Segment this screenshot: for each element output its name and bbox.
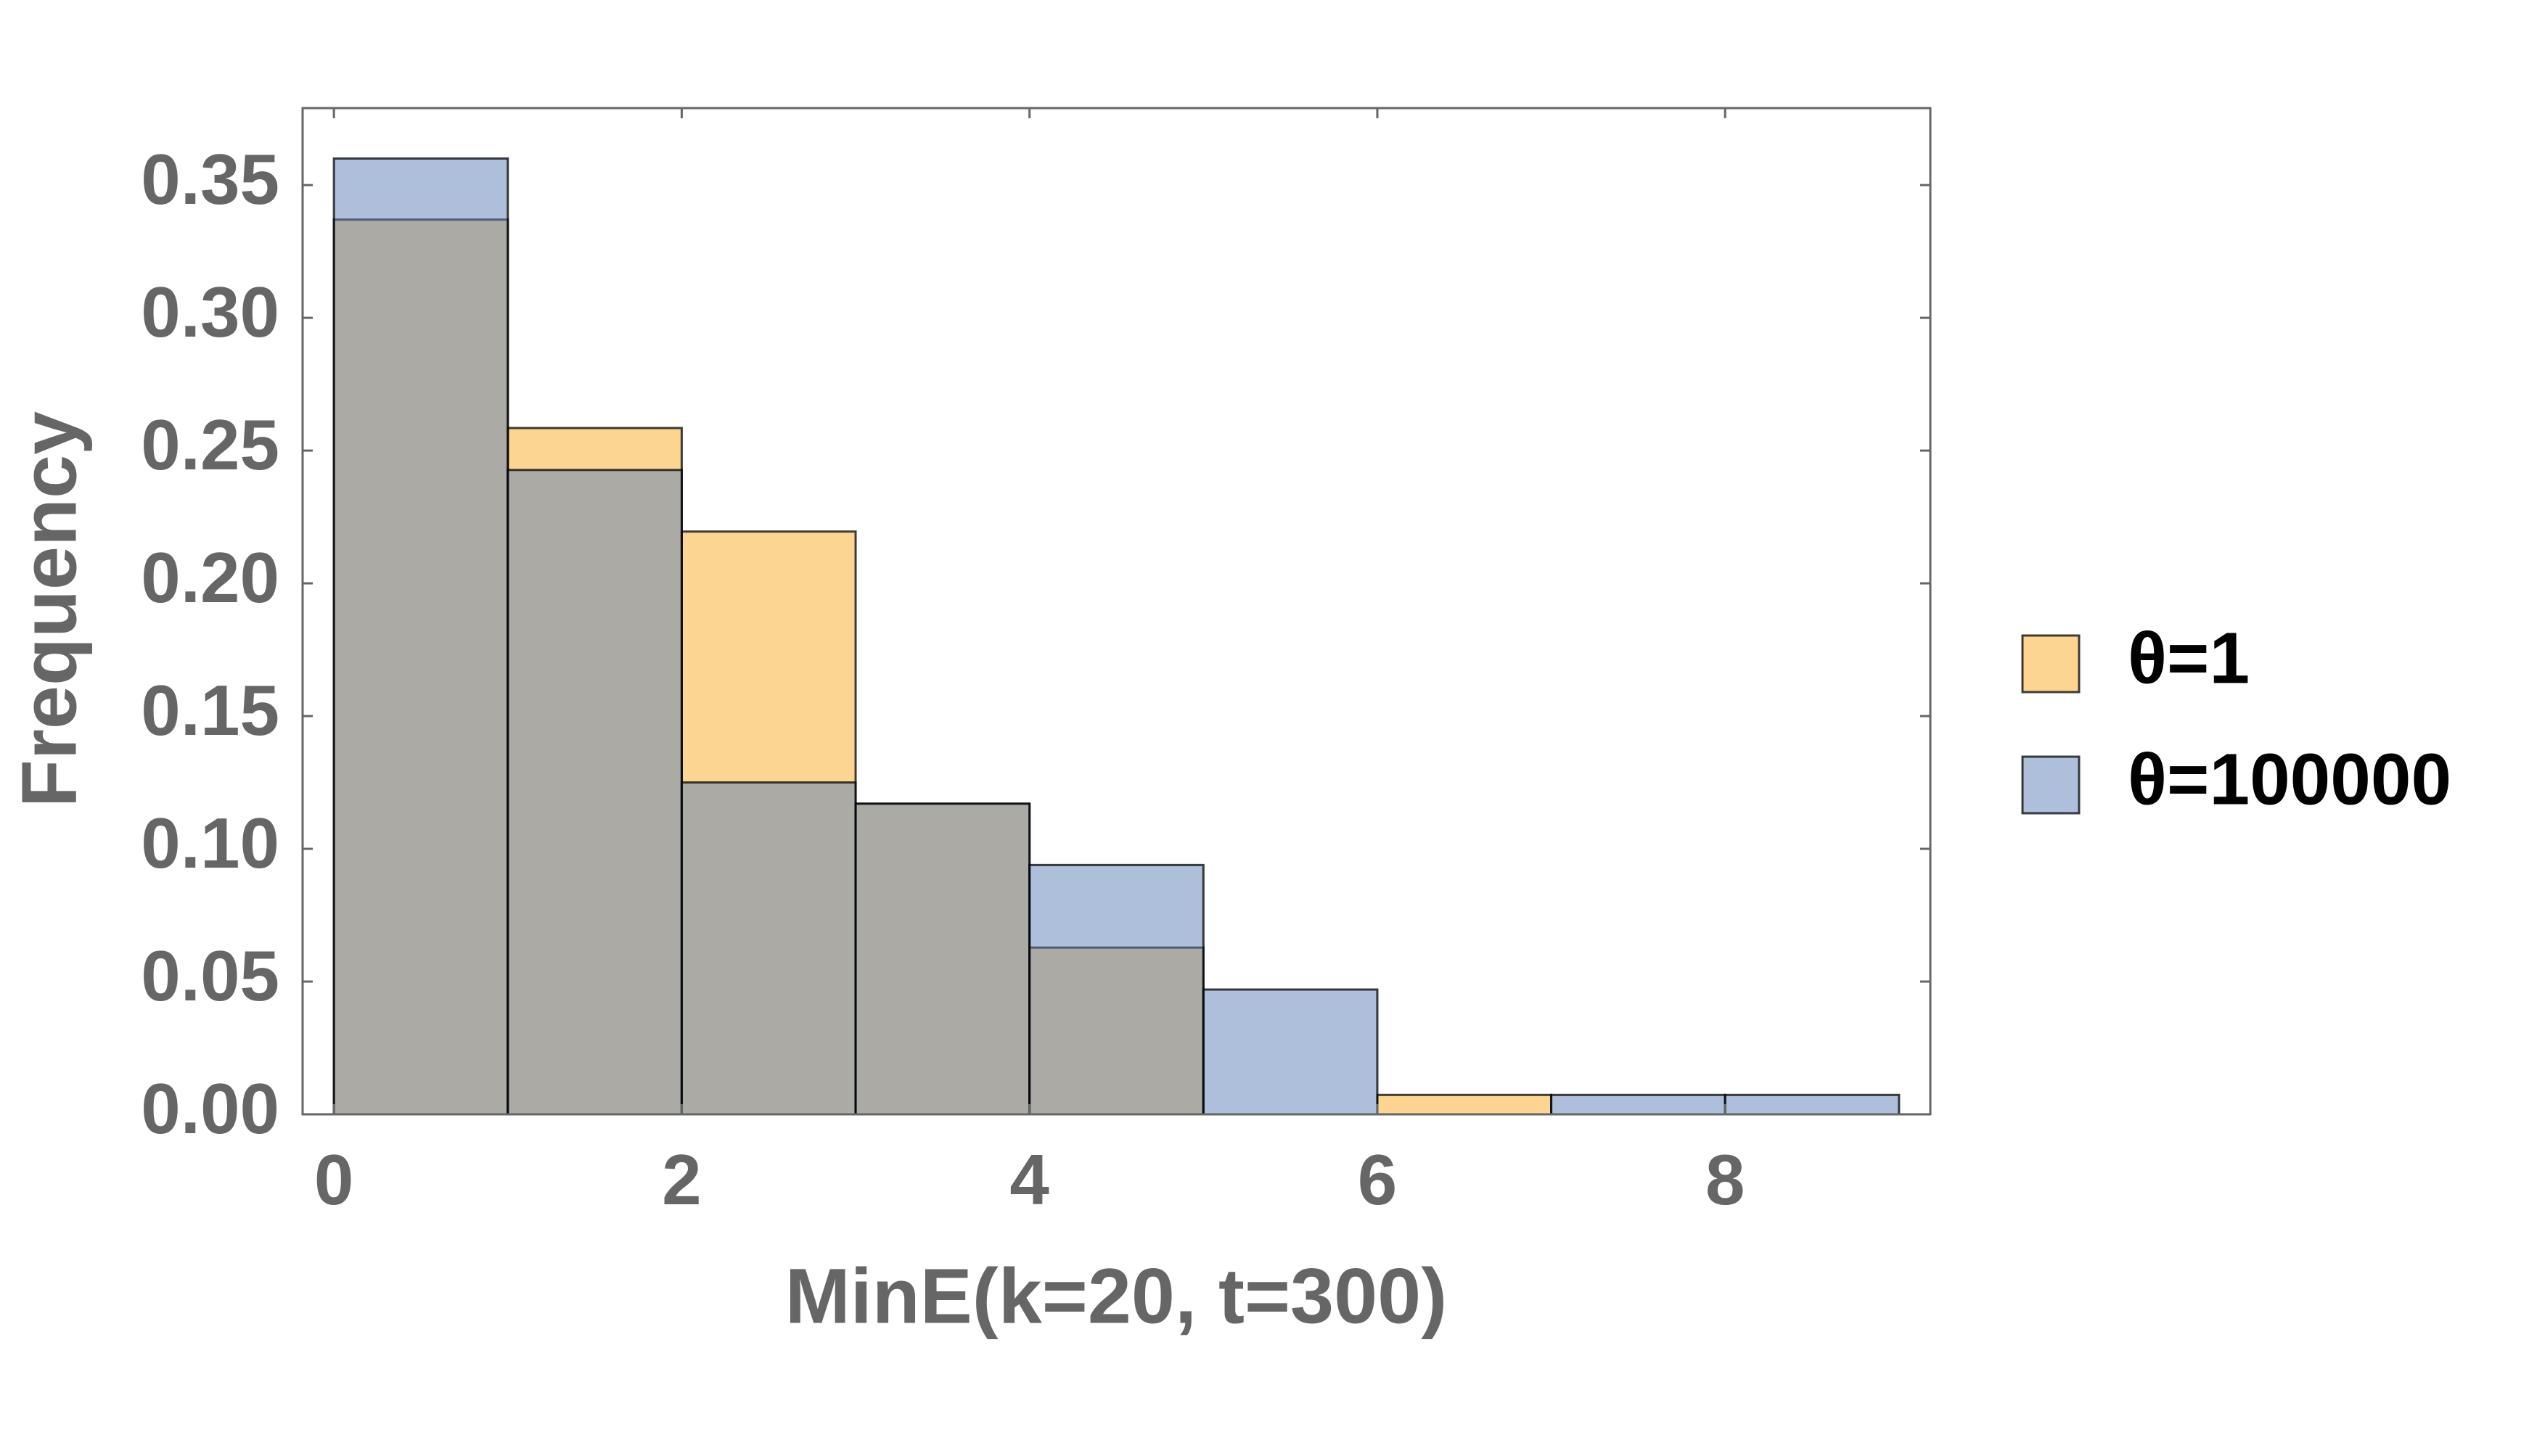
legend-label: θ=1 xyxy=(2128,617,2250,699)
bar xyxy=(507,469,683,1116)
x-axis-label: MinE(k=20, t=300) xyxy=(785,1252,1447,1340)
y-axis-label: Frequency xyxy=(5,411,93,807)
y-tick-label: 0.35 xyxy=(141,139,279,219)
bar xyxy=(1376,1093,1553,1116)
y-tick-label: 0.10 xyxy=(141,803,279,883)
y-tick-label: 0.20 xyxy=(141,538,279,617)
plot-frame xyxy=(301,107,1932,1116)
x-tick-label: 2 xyxy=(662,1140,702,1219)
bar xyxy=(332,157,509,1116)
y-tick-label: 0.25 xyxy=(141,405,279,485)
x-tick-label: 6 xyxy=(1358,1140,1398,1219)
bar xyxy=(1724,1093,1901,1116)
x-tick-label: 8 xyxy=(1705,1140,1745,1219)
bar xyxy=(1202,988,1379,1116)
legend-swatch xyxy=(2021,634,2081,694)
x-tick-label: 0 xyxy=(314,1140,354,1219)
y-tick-label: 0.15 xyxy=(141,670,279,750)
legend-swatch xyxy=(2021,755,2081,815)
y-tick-label: 0.05 xyxy=(141,936,279,1016)
y-tick-label: 0.30 xyxy=(141,272,279,352)
legend-label: θ=100000 xyxy=(2128,739,2451,820)
y-tick-label: 0.00 xyxy=(141,1069,279,1148)
bar xyxy=(1550,1093,1726,1116)
bar xyxy=(854,802,1031,1116)
x-tick-label: 4 xyxy=(1009,1140,1049,1219)
bar xyxy=(1028,863,1205,1116)
bar xyxy=(680,781,857,1116)
